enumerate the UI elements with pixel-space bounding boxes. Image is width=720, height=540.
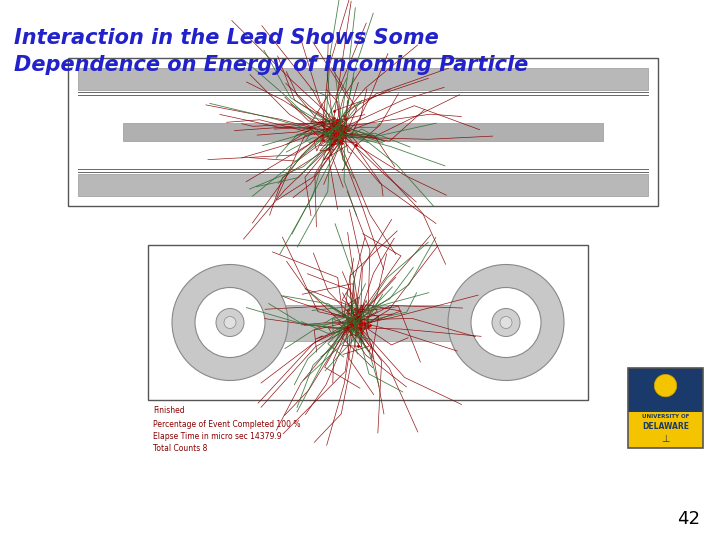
Circle shape bbox=[448, 265, 564, 381]
Bar bbox=[148, 245, 588, 400]
Text: 42: 42 bbox=[677, 510, 700, 528]
Bar bbox=[216, 305, 520, 341]
Text: Dependence on Energy of Incoming Particle: Dependence on Energy of Incoming Particl… bbox=[14, 55, 528, 75]
Bar bbox=[628, 368, 703, 412]
Bar bbox=[628, 412, 703, 448]
Circle shape bbox=[224, 316, 236, 328]
Text: UNIVERSITY OF: UNIVERSITY OF bbox=[642, 414, 689, 420]
Bar bbox=[78, 174, 648, 196]
Circle shape bbox=[195, 287, 265, 357]
Text: Interaction in the Lead Shows Some: Interaction in the Lead Shows Some bbox=[14, 28, 438, 48]
Bar bbox=[78, 68, 648, 90]
Circle shape bbox=[500, 316, 512, 328]
Circle shape bbox=[471, 287, 541, 357]
Circle shape bbox=[654, 374, 677, 397]
Circle shape bbox=[172, 265, 288, 381]
Text: Percentage of Event Completed 100 %
Elapse Time in micro sec 14379.9
Total Count: Percentage of Event Completed 100 % Elap… bbox=[153, 420, 300, 453]
Text: DELAWARE: DELAWARE bbox=[642, 422, 689, 431]
Circle shape bbox=[216, 308, 244, 336]
Bar bbox=[68, 58, 658, 206]
Text: ⊥: ⊥ bbox=[661, 434, 670, 443]
Bar bbox=[628, 368, 703, 448]
Bar bbox=[123, 123, 603, 141]
Text: Finished: Finished bbox=[153, 406, 184, 415]
Circle shape bbox=[492, 308, 520, 336]
